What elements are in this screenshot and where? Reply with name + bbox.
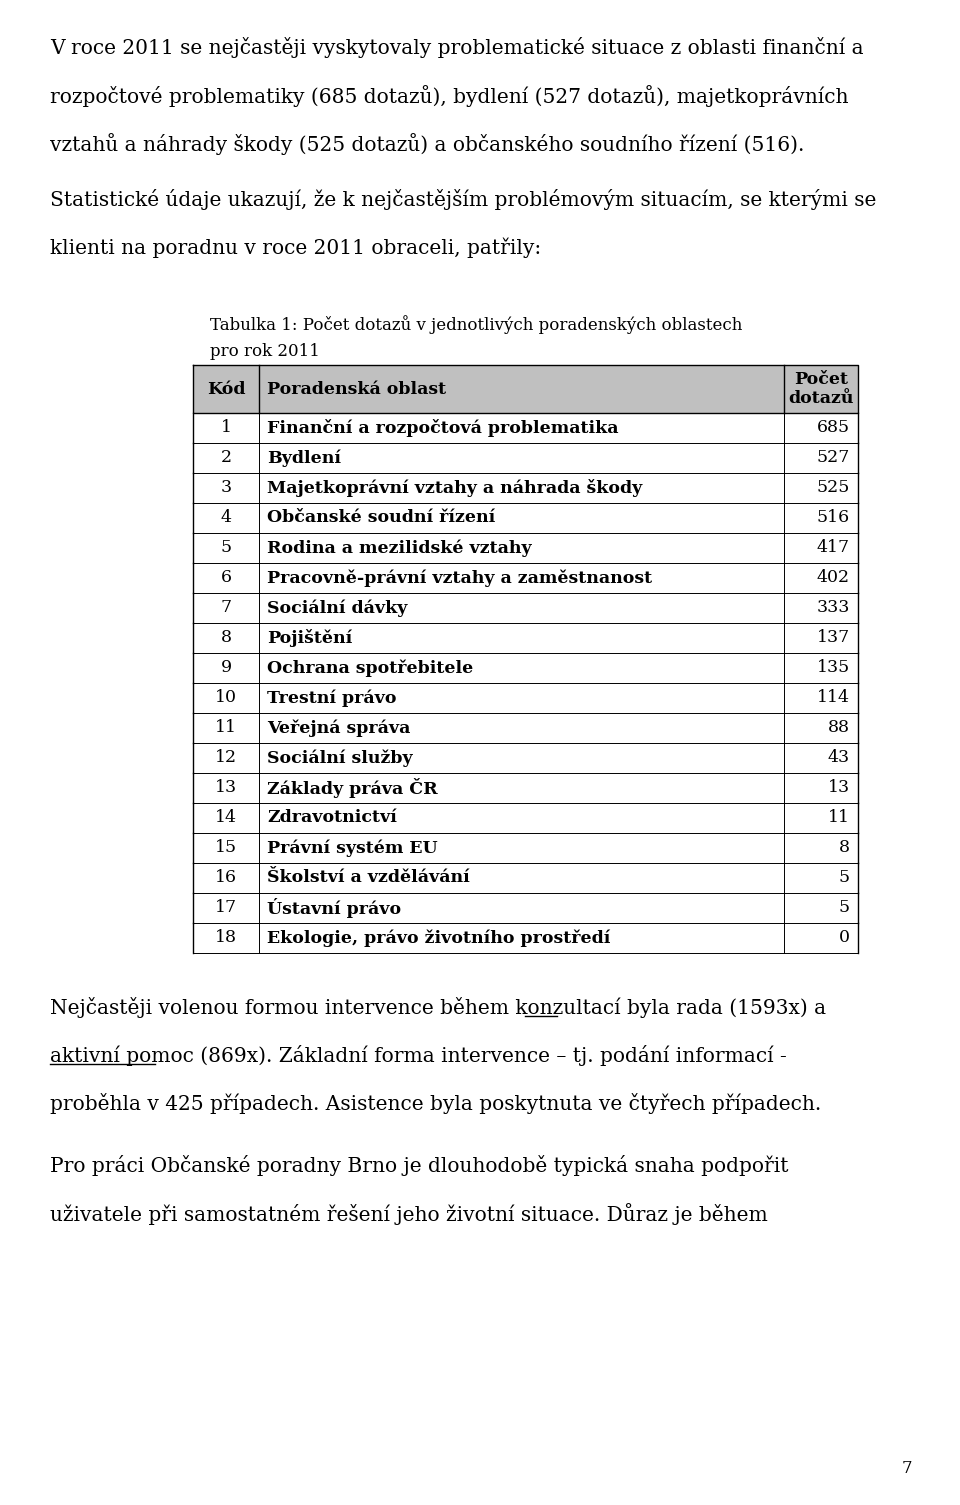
Text: 525: 525 <box>817 480 850 497</box>
Text: 5: 5 <box>221 539 231 557</box>
Text: pro rok 2011: pro rok 2011 <box>210 343 320 360</box>
Text: 5: 5 <box>839 900 850 917</box>
Text: 8: 8 <box>839 840 850 856</box>
Text: 17: 17 <box>215 900 237 917</box>
Text: 402: 402 <box>817 569 850 587</box>
Text: 135: 135 <box>817 659 850 677</box>
Text: proběhla v 425 případech. Asistence byla poskytnuta ve čtyřech případech.: proběhla v 425 případech. Asistence byla… <box>50 1093 821 1114</box>
Text: Nejčastěji volenou formou intervence během konzultací byla rada (1593x) a: Nejčastěji volenou formou intervence běh… <box>50 996 827 1017</box>
Text: 7: 7 <box>901 1460 912 1476</box>
Text: 8: 8 <box>221 629 231 647</box>
Text: Veřejná správa: Veřejná správa <box>267 719 410 737</box>
Text: Zdravotnictví: Zdravotnictví <box>267 810 396 826</box>
Text: 43: 43 <box>828 749 850 766</box>
Text: Poradenská oblast: Poradenská oblast <box>267 381 446 397</box>
Text: Statistické údaje ukazují, že k nejčastějším problémovým situacím, se kterými se: Statistické údaje ukazují, že k nejčastě… <box>50 190 876 211</box>
Text: 11: 11 <box>215 719 237 736</box>
Text: Kód: Kód <box>206 381 245 397</box>
Text: 2: 2 <box>221 450 231 467</box>
Text: Školství a vzdělávání: Školství a vzdělávání <box>267 870 469 886</box>
Text: Pojištění: Pojištění <box>267 629 352 647</box>
Text: Sociální služby: Sociální služby <box>267 749 413 766</box>
Text: 417: 417 <box>817 539 850 557</box>
Text: 9: 9 <box>221 659 231 677</box>
Text: 16: 16 <box>215 870 237 886</box>
Text: rozpočtové problematiky (685 dotazů), bydlení (527 dotazů), majetkoprávních: rozpočtové problematiky (685 dotazů), by… <box>50 84 849 107</box>
Text: 4: 4 <box>221 510 231 527</box>
Text: uživatele při samostatném řešení jeho životní situace. Důraz je během: uživatele při samostatném řešení jeho ži… <box>50 1202 768 1225</box>
Text: vztahů a náhrady škody (525 dotazů) a občanského soudního řízení (516).: vztahů a náhrady škody (525 dotazů) a ob… <box>50 132 804 155</box>
Text: 13: 13 <box>828 780 850 796</box>
Text: 15: 15 <box>215 840 237 856</box>
Text: Počet
dotazů: Počet dotazů <box>788 370 853 408</box>
Text: 137: 137 <box>817 629 850 647</box>
Text: 516: 516 <box>817 510 850 527</box>
Text: 6: 6 <box>221 569 231 587</box>
Text: Ochrana spotřebitele: Ochrana spotřebitele <box>267 659 473 677</box>
Text: 333: 333 <box>817 599 850 617</box>
Text: aktivní pomoc (869x). Základní forma intervence – tj. podání informací -: aktivní pomoc (869x). Základní forma int… <box>50 1044 787 1066</box>
Text: klienti na poradnu v roce 2011 obraceli, patřily:: klienti na poradnu v roce 2011 obraceli,… <box>50 236 541 257</box>
Text: Rodina a mezilidské vztahy: Rodina a mezilidské vztahy <box>267 539 532 557</box>
Text: Občanské soudní řízení: Občanské soudní řízení <box>267 510 495 527</box>
Text: Majetkoprávní vztahy a náhrada škody: Majetkoprávní vztahy a náhrada škody <box>267 479 642 497</box>
Bar <box>193 366 858 412</box>
Text: Pracovně-právní vztahy a zaměstnanost: Pracovně-právní vztahy a zaměstnanost <box>267 569 652 587</box>
Text: 7: 7 <box>221 599 231 617</box>
Text: Pro práci Občanské poradny Brno je dlouhodobě typická snaha podpořit: Pro práci Občanské poradny Brno je dlouh… <box>50 1154 788 1175</box>
Text: 18: 18 <box>215 930 237 947</box>
Text: 10: 10 <box>215 689 237 706</box>
Text: Tabulka 1: Počet dotazů v jednotlivých poradenských oblastech: Tabulka 1: Počet dotazů v jednotlivých p… <box>210 315 742 334</box>
Text: 3: 3 <box>221 480 231 497</box>
Text: 114: 114 <box>817 689 850 706</box>
Text: Ekologie, právo životního prostředí: Ekologie, právo životního prostředí <box>267 929 611 947</box>
Text: V roce 2011 se nejčastěji vyskytovaly problematické situace z oblasti finanční a: V roce 2011 se nejčastěji vyskytovaly pr… <box>50 38 864 59</box>
Text: Finanční a rozpočtová problematika: Finanční a rozpočtová problematika <box>267 418 618 436</box>
Text: Ústavní právo: Ústavní právo <box>267 898 401 918</box>
Text: 12: 12 <box>215 749 237 766</box>
Text: 13: 13 <box>215 780 237 796</box>
Text: 685: 685 <box>817 420 850 436</box>
Text: Právní systém EU: Právní systém EU <box>267 840 438 856</box>
Text: Sociální dávky: Sociální dávky <box>267 599 407 617</box>
Text: Bydlení: Bydlení <box>267 450 341 467</box>
Text: Trestní právo: Trestní právo <box>267 689 396 707</box>
Text: 527: 527 <box>817 450 850 467</box>
Text: 5: 5 <box>839 870 850 886</box>
Text: 0: 0 <box>839 930 850 947</box>
Text: 88: 88 <box>828 719 850 736</box>
Text: 14: 14 <box>215 810 237 826</box>
Text: 1: 1 <box>221 420 231 436</box>
Text: Základy práva ČR: Základy práva ČR <box>267 778 438 798</box>
Text: 11: 11 <box>828 810 850 826</box>
